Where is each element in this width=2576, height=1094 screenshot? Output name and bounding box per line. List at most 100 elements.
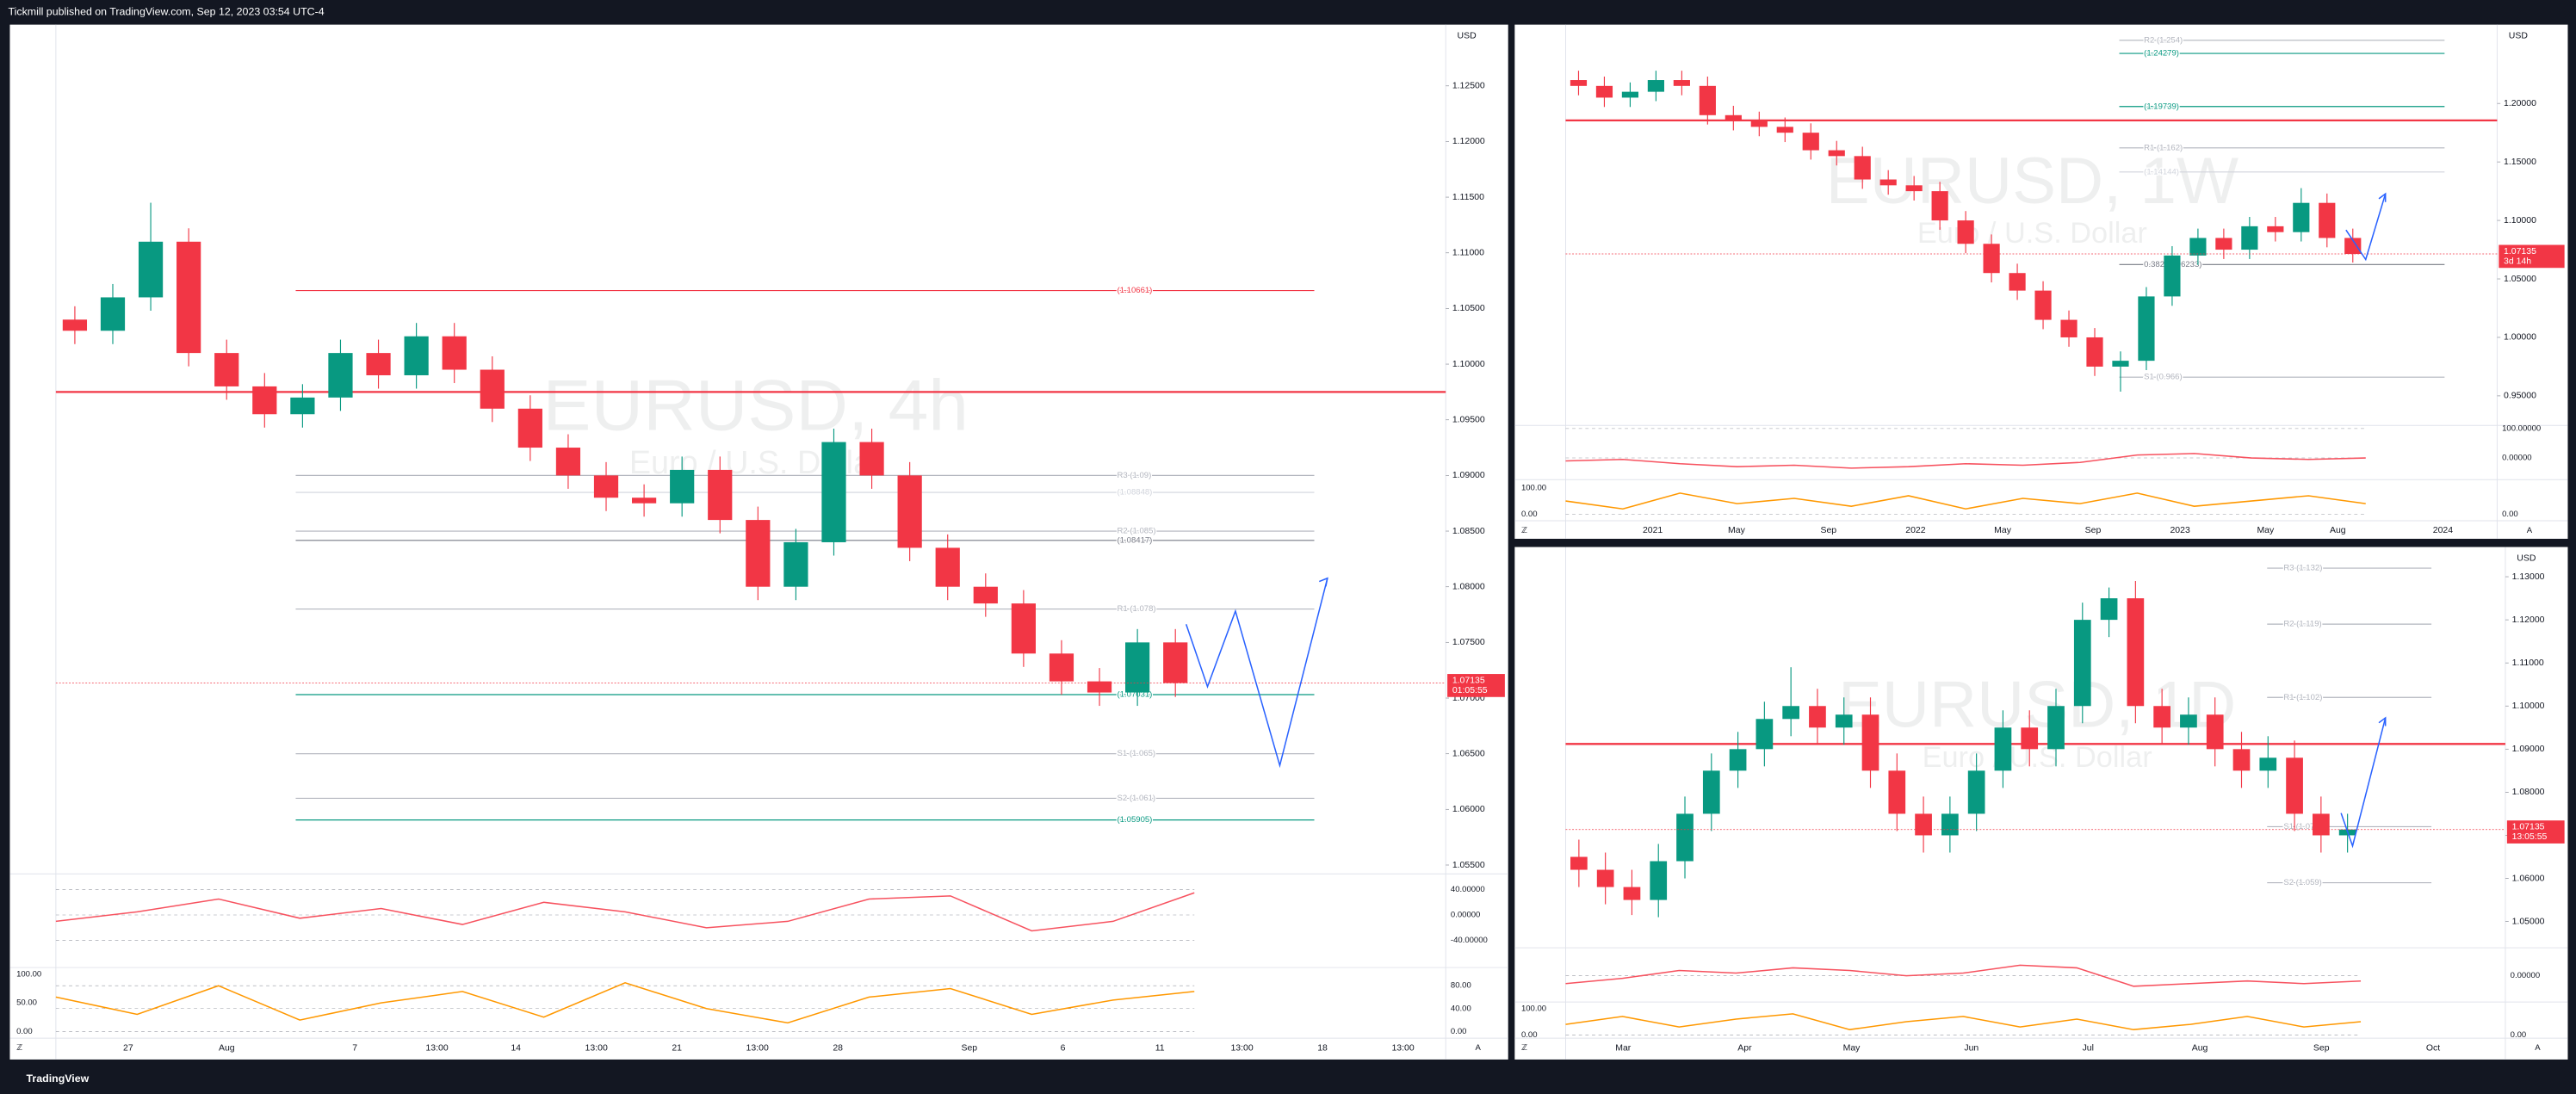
- candle-body: [2313, 813, 2330, 836]
- forecast-path: [2345, 193, 2387, 262]
- candle-body: [935, 547, 960, 587]
- candle-body: [517, 408, 542, 448]
- x-tick-label: 2024: [2433, 526, 2453, 535]
- level-label: R1 (1.102): [2283, 693, 2322, 702]
- candle-body: [2138, 296, 2155, 362]
- candle-body: [1699, 85, 1716, 115]
- indicator-left-tick-label: 100.00: [1521, 483, 1546, 492]
- candle-body: [1049, 653, 1074, 682]
- candle-body: [1570, 856, 1588, 870]
- y-tick-label: 1.05000: [2512, 917, 2545, 926]
- y-tick-label: 1.09000: [2512, 745, 2545, 754]
- candle-body: [1835, 714, 1853, 728]
- x-tick-label: May: [2257, 526, 2275, 535]
- candle-body: [1957, 220, 1974, 244]
- candle-body: [176, 241, 201, 354]
- candle-body: [2047, 706, 2065, 750]
- candle-body: [62, 319, 88, 331]
- y-tick-label: 1.13000: [2512, 572, 2545, 582]
- candle-body: [1570, 80, 1588, 86]
- level-label: R2 (1.085): [1118, 527, 1156, 536]
- x-tick-label: Aug: [2192, 1043, 2208, 1053]
- x-tick-label: May: [1994, 526, 2012, 535]
- candle-body: [2241, 226, 2258, 250]
- y-tick-label: 1.05500: [1452, 861, 1485, 870]
- candle-body: [746, 520, 771, 587]
- level-label: (1.08848): [1118, 488, 1153, 498]
- level-label: (1.24279): [2144, 49, 2179, 59]
- candle-body: [1650, 861, 1668, 900]
- indicator-line: [55, 981, 1195, 1024]
- candle-body: [2232, 749, 2251, 771]
- indicator-line: [1565, 964, 2362, 987]
- pane-button: A: [1476, 1043, 1482, 1053]
- candle-body: [859, 442, 884, 476]
- y-tick-label: 1.10000: [1452, 360, 1485, 369]
- y-tick-label: 1.09000: [1452, 471, 1485, 480]
- y-tick-label: 1.10500: [1452, 304, 1485, 313]
- candle-body: [1163, 642, 1188, 683]
- y-tick-label: 1.06000: [1452, 805, 1485, 814]
- indicator-tick-label: 0.00000: [2511, 971, 2540, 980]
- candle-body: [708, 469, 733, 521]
- candle-body: [1782, 706, 1800, 720]
- level-label: S2 (1.061): [1118, 794, 1156, 803]
- candle-body: [1125, 642, 1150, 693]
- x-tick-label: Aug: [219, 1043, 235, 1053]
- candle-body: [1854, 156, 1871, 180]
- watermark-subtitle: Euro / U.S. Dollar: [1917, 217, 2147, 250]
- candle-body: [2034, 290, 2052, 320]
- y-tick-label: 1.08000: [2512, 788, 2545, 797]
- indicator-line: [1565, 1013, 2362, 1030]
- pane-button: ℤ: [1521, 526, 1527, 535]
- x-tick-label: Sep: [961, 1043, 977, 1053]
- candle-body: [480, 369, 505, 409]
- pane-button: A: [2527, 526, 2533, 535]
- y-tick-label: 1.11000: [2512, 658, 2544, 668]
- x-tick-label: 18: [1317, 1043, 1328, 1053]
- candle-body: [1941, 813, 1959, 836]
- currency-label: USD: [2517, 554, 2536, 564]
- candle-body: [1905, 185, 1923, 192]
- level-label: (1.10661): [1118, 286, 1153, 295]
- last-price-label: 1.07135: [1452, 676, 1485, 685]
- candle-body: [2021, 727, 2039, 750]
- y-tick-label: 1.06000: [2512, 874, 2545, 883]
- candle-body: [2153, 706, 2170, 728]
- candle-body: [2086, 337, 2103, 367]
- x-tick-label: May: [1843, 1043, 1861, 1053]
- y-tick-label: 1.07000: [1452, 694, 1485, 703]
- candle-body: [1756, 719, 1774, 750]
- candle-body: [1647, 80, 1664, 92]
- candle-body: [404, 336, 429, 375]
- level-label: R1 (1.078): [1118, 604, 1156, 614]
- candle-body: [2180, 714, 2197, 728]
- candle-body: [2206, 714, 2224, 750]
- y-tick-label: 1.10000: [2512, 702, 2545, 711]
- pane-button: ℤ: [1521, 1043, 1527, 1053]
- forecast-path: [1185, 578, 1328, 769]
- watermark: EURUSD, 4h: [542, 364, 969, 445]
- candle-body: [1750, 121, 1768, 127]
- candle-body: [1087, 681, 1112, 693]
- candle-body: [1983, 244, 2000, 274]
- candle-body: [1725, 114, 1742, 121]
- candle-body: [1861, 714, 1879, 771]
- candle-body: [1802, 133, 1819, 151]
- candle-body: [1729, 749, 1747, 771]
- panels: EURUSD, 4h Euro / U.S. Dollar USD ℤ A 1.12500…: [9, 24, 2568, 1060]
- y-tick-label: 1.12000: [1452, 137, 1485, 146]
- x-tick-label: Sep: [2085, 526, 2102, 535]
- pane-button: ℤ: [16, 1043, 22, 1053]
- x-tick-label: 28: [833, 1043, 843, 1053]
- candle-body: [442, 336, 467, 370]
- candle-body: [2100, 598, 2118, 621]
- candle-body: [670, 469, 695, 504]
- last-price-box: [1447, 674, 1505, 697]
- x-tick-label: 2021: [1643, 526, 1663, 535]
- candle-body: [1828, 150, 1845, 157]
- currency-label: USD: [1458, 32, 1477, 41]
- indicator-tick-label: -40.00000: [1451, 936, 1488, 945]
- publish-header: Tickmill published on TradingView.com, S…: [9, 6, 325, 18]
